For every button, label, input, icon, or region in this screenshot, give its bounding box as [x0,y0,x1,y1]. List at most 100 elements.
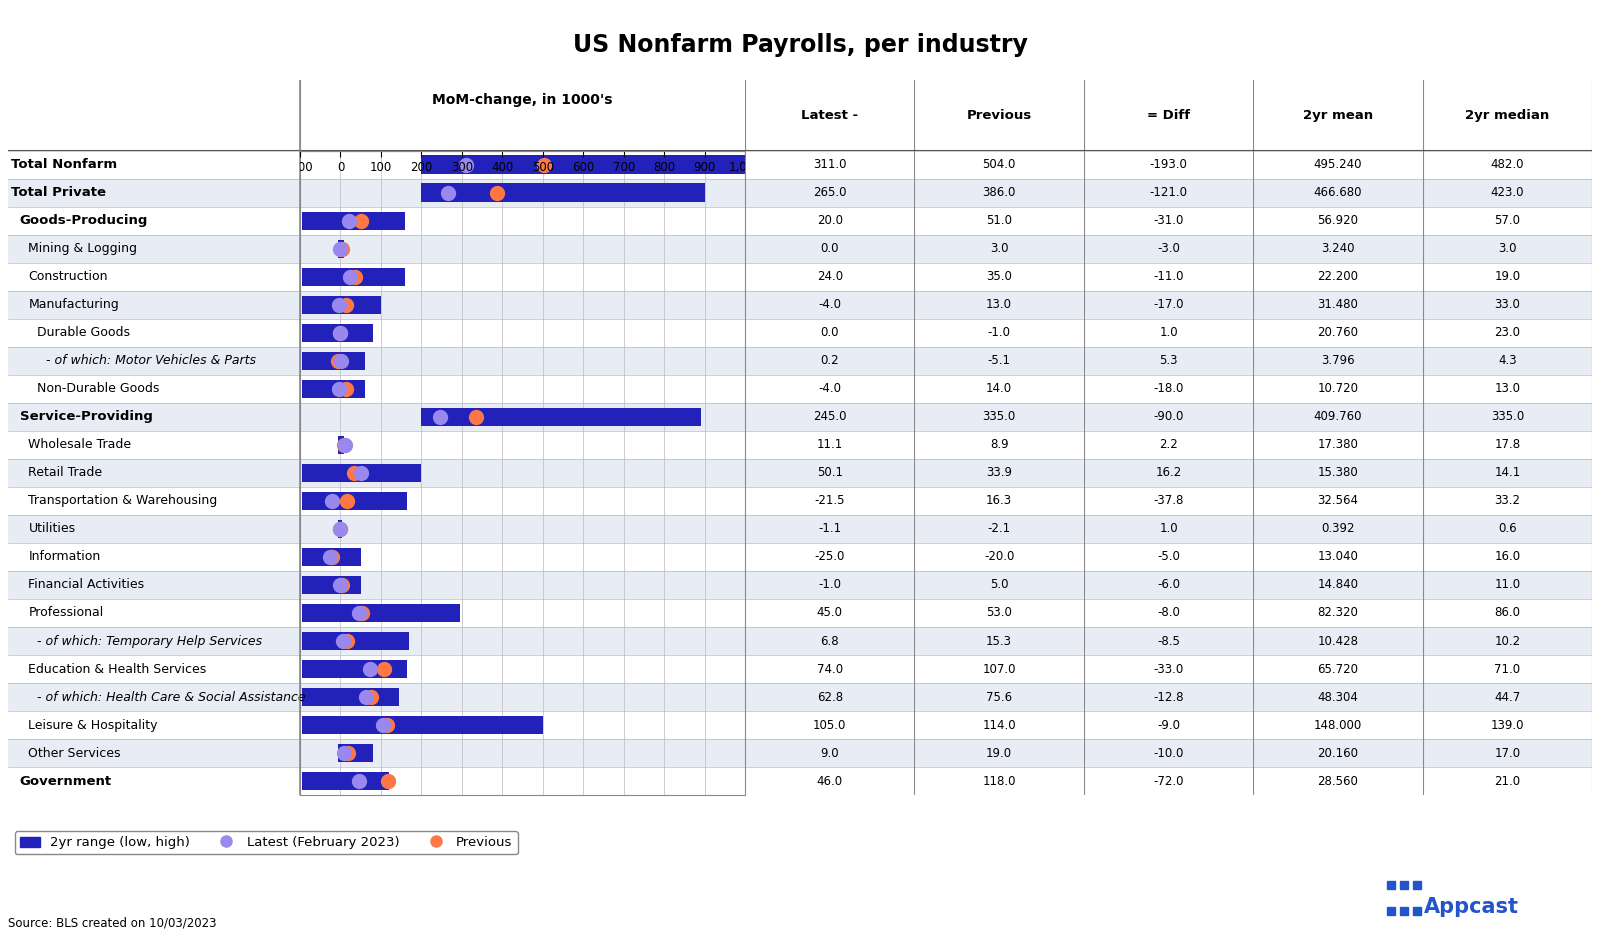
Text: Utilities: Utilities [29,522,75,535]
Bar [915,346,1083,375]
Text: Appcast: Appcast [1424,898,1518,917]
Bar [302,604,459,622]
Bar [1083,627,1253,655]
Bar [1253,767,1422,795]
Text: 74.0: 74.0 [816,662,843,676]
Bar [8,179,301,207]
Bar [1253,543,1422,571]
Bar [301,179,746,207]
Bar [1253,459,1422,486]
Bar [8,711,301,739]
Text: -31.0: -31.0 [1154,215,1184,227]
Bar [8,683,301,711]
Text: 139.0: 139.0 [1491,719,1525,731]
Bar [421,155,746,174]
Text: 265.0: 265.0 [813,186,846,199]
Text: 82.320: 82.320 [1317,607,1358,619]
Text: -1.0: -1.0 [818,579,842,592]
Text: - of which: Temporary Help Services: - of which: Temporary Help Services [37,634,262,647]
Bar [915,627,1083,655]
Bar [8,151,301,179]
Bar [302,660,408,678]
Bar [301,151,746,179]
Bar [301,263,746,291]
Bar [746,683,915,711]
Bar [8,571,301,599]
Text: -72.0: -72.0 [1154,774,1184,788]
Text: 0.0: 0.0 [821,327,838,339]
Text: Total Private: Total Private [11,186,106,199]
Text: -12.8: -12.8 [1154,691,1184,704]
Bar [339,436,344,454]
Bar [746,459,915,486]
Bar [339,240,344,258]
Bar [1422,263,1592,291]
Bar [915,375,1083,403]
Bar [1083,179,1253,207]
Text: Goods-Producing: Goods-Producing [19,215,149,227]
Text: 14.840: 14.840 [1317,579,1358,592]
Bar [746,403,915,431]
Bar [301,291,746,319]
Bar [301,711,746,739]
Text: 23.0: 23.0 [1494,327,1520,339]
Bar [746,767,915,795]
Bar [1253,627,1422,655]
Bar [1253,179,1422,207]
Bar [915,486,1083,515]
Text: -10.0: -10.0 [1154,746,1184,759]
Text: Service-Providing: Service-Providing [19,410,152,423]
Bar [746,234,915,263]
Text: -5.1: -5.1 [987,354,1011,367]
Bar [915,151,1083,179]
Text: 9.0: 9.0 [821,746,838,759]
Bar [339,519,342,538]
Bar [746,486,915,515]
Text: 28.560: 28.560 [1317,774,1358,788]
Bar [301,655,746,683]
Bar [8,319,301,346]
Text: MoM-change, in 1000's: MoM-change, in 1000's [432,93,613,106]
Bar [1083,683,1253,711]
Bar [302,324,373,342]
Text: -17.0: -17.0 [1154,298,1184,311]
Bar [1253,403,1422,431]
Bar [8,403,301,431]
Bar [915,767,1083,795]
Text: -6.0: -6.0 [1157,579,1181,592]
Text: -90.0: -90.0 [1154,410,1184,423]
Bar [8,655,301,683]
Bar [1083,431,1253,459]
Bar [1083,515,1253,543]
Text: Non-Durable Goods: Non-Durable Goods [37,382,160,395]
Bar [746,711,915,739]
Text: 44.7: 44.7 [1494,691,1520,704]
Bar [339,744,373,762]
Text: 335.0: 335.0 [1491,410,1523,423]
Text: 13.040: 13.040 [1317,550,1358,564]
Text: 335.0: 335.0 [982,410,1016,423]
Bar [301,431,746,459]
Text: Total Nonfarm: Total Nonfarm [11,158,117,171]
Text: 19.0: 19.0 [986,746,1013,759]
Bar [746,346,915,375]
Text: 386.0: 386.0 [982,186,1016,199]
Bar [8,431,301,459]
Bar [1083,291,1253,319]
Bar [301,543,746,571]
Text: 495.240: 495.240 [1314,158,1362,171]
Bar [746,319,915,346]
Bar [301,599,746,627]
Text: 56.920: 56.920 [1317,215,1358,227]
Bar [1083,346,1253,375]
Text: -37.8: -37.8 [1154,494,1184,507]
Text: 51.0: 51.0 [986,215,1013,227]
Bar [1253,207,1422,234]
Bar [1083,655,1253,683]
Bar [1422,234,1592,263]
Text: Construction: Construction [29,270,107,283]
Bar [301,683,746,711]
Bar [302,267,405,286]
Bar [301,319,746,346]
Bar [421,407,701,426]
